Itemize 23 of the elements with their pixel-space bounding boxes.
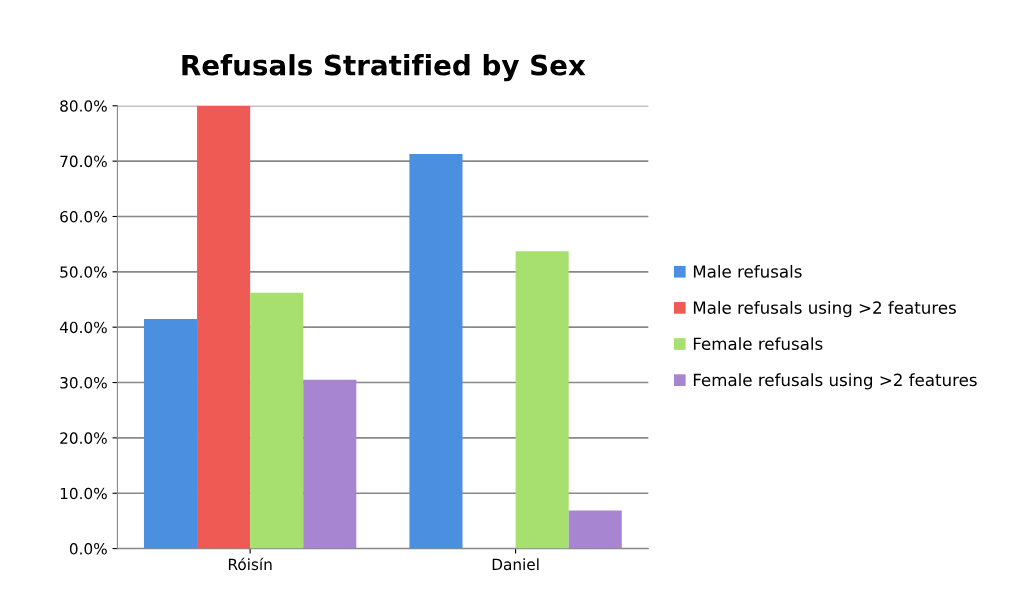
y-tick-label: 60.0% [60,210,107,223]
bar [515,251,569,549]
legend-label: Female refusals using >2 features [693,373,977,390]
y-tick-label: 0.0% [69,543,107,555]
x-tick-label: Róisín [228,557,272,571]
bar [409,153,463,549]
y-tick-label: 70.0% [60,155,107,168]
bar [197,105,251,549]
bar [568,510,622,549]
y-tick-label: 40.0% [59,321,107,334]
y-tick-label: 50.0% [60,266,107,278]
legend-label: Male refusals using >2 features [693,301,956,318]
x-tick-label: Daniel [492,558,539,571]
chart-title: Refusals Stratified by Sex [182,54,586,82]
y-tick-label: 20.0% [60,432,107,444]
bar [143,318,198,549]
y-tick-label: 30.0% [60,377,107,389]
legend-label: Male refusals [693,264,802,278]
bar [303,379,357,549]
y-tick-label: 80.0% [60,100,107,112]
y-tick-label: 10.0% [60,487,107,500]
legend-label: Female refusals [693,337,823,351]
bar [250,292,304,549]
